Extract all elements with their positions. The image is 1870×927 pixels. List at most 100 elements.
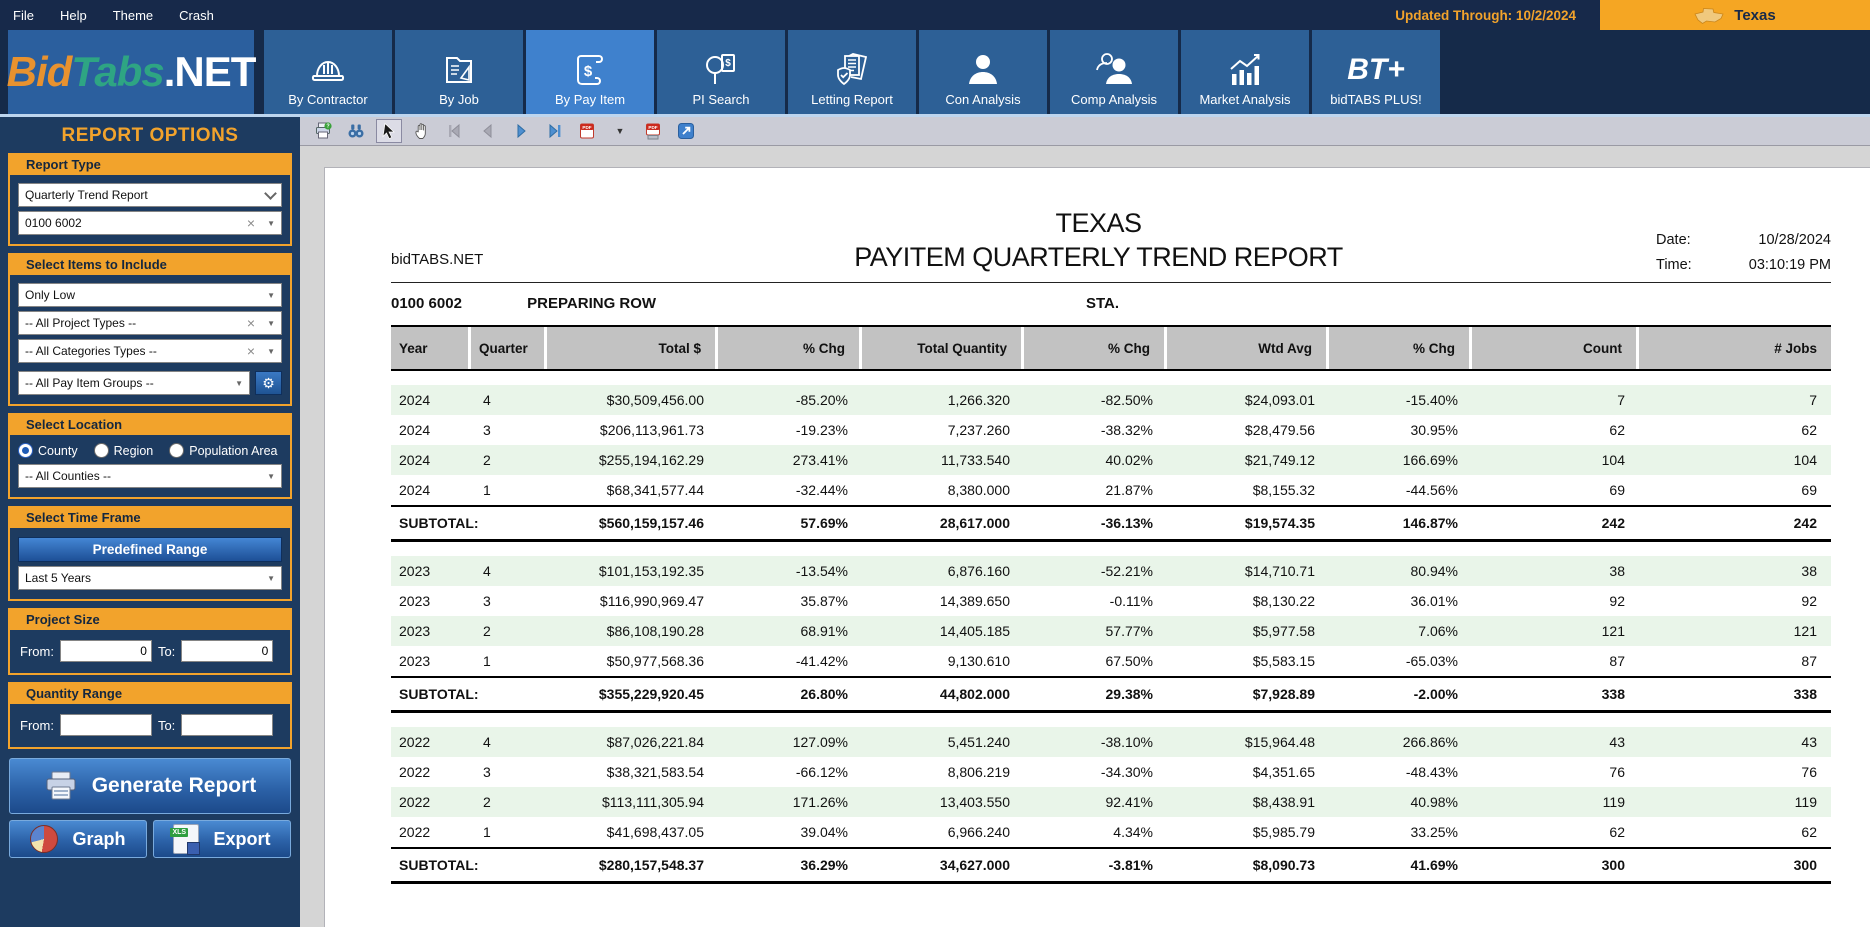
cell: 7: [1809, 392, 1817, 408]
cell: $24,093.01: [1244, 392, 1315, 408]
cell: $87,026,221.84: [606, 734, 704, 750]
cell: 39.04%: [800, 824, 848, 840]
export-pdf-icon[interactable]: PDF: [574, 119, 600, 143]
cell: 33.25%: [1410, 824, 1458, 840]
pay-item-groups-select[interactable]: -- All Pay Item Groups -- ▼: [18, 371, 250, 395]
quantity-from-input[interactable]: [59, 714, 152, 736]
predefined-range-button[interactable]: Predefined Range: [18, 537, 282, 562]
radio-region[interactable]: Region: [93, 443, 153, 458]
cell: 4: [483, 563, 491, 579]
section-location-header: Select Location: [10, 415, 290, 435]
cell: -13.54%: [795, 563, 848, 579]
tab-comp-analysis[interactable]: Comp Analysis: [1050, 30, 1178, 114]
radio-population-area[interactable]: Population Area: [169, 443, 278, 458]
counties-select[interactable]: -- All Counties -- ▼: [18, 464, 282, 488]
quantity-to-input[interactable]: [181, 714, 274, 736]
tab-letting-report[interactable]: Letting Report: [788, 30, 916, 114]
cell: -19.23%: [795, 422, 848, 438]
subtotal-row: SUBTOTAL: $560,159,157.46 57.69% 28,617.000…: [391, 505, 1831, 542]
group-gap: [391, 371, 1831, 385]
email-pdf-icon[interactable]: PDF: [640, 119, 666, 143]
tab-by-contractor[interactable]: By Contractor: [264, 30, 392, 114]
print-preview-icon[interactable]: ?: [310, 119, 336, 143]
cell: -15.40%: [1405, 392, 1458, 408]
dropdown-arrow-icon: ▼: [267, 290, 275, 300]
tab-market-analysis[interactable]: Market Analysis: [1181, 30, 1309, 114]
next-page-icon[interactable]: [508, 119, 534, 143]
cell: $101,153,192.35: [598, 563, 704, 579]
subtotal-cell: $280,157,548.37: [598, 857, 704, 873]
tab-con-analysis[interactable]: Con Analysis: [919, 30, 1047, 114]
menu-theme[interactable]: Theme: [112, 7, 154, 23]
cell: $8,130.22: [1252, 593, 1315, 609]
report-type-select[interactable]: Quarterly Trend Report: [18, 183, 282, 207]
clear-icon[interactable]: ×: [246, 315, 256, 331]
last-page-icon[interactable]: [541, 119, 567, 143]
section-time-frame: Select Time Frame Predefined Range Last …: [8, 506, 292, 601]
dropdown-arrow-icon: ▼: [267, 218, 275, 228]
report-check-icon: [832, 48, 872, 92]
bid-filter-select[interactable]: Only Low ▼: [18, 283, 282, 307]
main-tabs: By Contractor By Job $ By Pay Item $ PI …: [264, 30, 1440, 114]
subtotal-row: SUBTOTAL: $355,229,920.45 26.80% 44,802.000…: [391, 676, 1831, 713]
first-page-icon[interactable]: [442, 119, 468, 143]
cell: 9,130.610: [947, 653, 1010, 669]
payitem-name: PREPARING ROW: [527, 295, 657, 312]
tab-label: bidTABS PLUS!: [1330, 92, 1422, 107]
viewer-canvas: bidTABS.NET TEXAS PAYITEM QUARTERLY TREN…: [300, 146, 1870, 927]
menu-bar: File Help Theme Crash Updated Through: 10/2…: [0, 0, 1870, 30]
menu-file[interactable]: File: [13, 7, 34, 23]
gear-icon: ⚙: [262, 374, 275, 391]
cell: 119: [1794, 794, 1817, 810]
menu-crash[interactable]: Crash: [179, 7, 214, 23]
project-size-from-input[interactable]: [59, 640, 152, 662]
group-gap: [391, 713, 1831, 727]
payitem-select[interactable]: 0100 6002 × ▼: [18, 211, 282, 235]
project-size-to-input[interactable]: [181, 640, 274, 662]
cell: 76: [1801, 764, 1817, 780]
table-row: 2024 2 $255,194,162.29 273.41% 11,733.540 40.…: [391, 445, 1831, 475]
pay-item-groups-settings-button[interactable]: ⚙: [255, 371, 282, 395]
cell: $21,749.12: [1244, 452, 1315, 468]
select-cursor-icon[interactable]: [376, 119, 402, 143]
tab-pi-search[interactable]: $ PI Search: [657, 30, 785, 114]
to-label: To:: [157, 643, 176, 659]
categories-select[interactable]: -- All Categories Types -- × ▼: [18, 339, 282, 363]
open-external-icon[interactable]: [673, 119, 699, 143]
project-types-select[interactable]: -- All Project Types -- × ▼: [18, 311, 282, 335]
tab-by-job[interactable]: By Job: [395, 30, 523, 114]
app-header: Bid Tabs .NET By Contractor By Job $ By Pa…: [0, 30, 1870, 117]
find-binoculars-icon[interactable]: [343, 119, 369, 143]
cell: 76: [1609, 764, 1625, 780]
state-button[interactable]: Texas: [1600, 0, 1870, 30]
date-label: Date:: [1656, 232, 1691, 248]
subtotal-cell: 29.38%: [1105, 686, 1153, 702]
cell: 14,405.185: [939, 623, 1010, 639]
cell: 6,876.160: [947, 563, 1010, 579]
graph-button[interactable]: Graph: [9, 820, 147, 858]
tab-label: By Pay Item: [554, 92, 626, 107]
radio-county[interactable]: County: [18, 443, 78, 458]
cell: 21.87%: [1105, 482, 1153, 498]
time-range-select[interactable]: Last 5 Years ▼: [18, 566, 282, 590]
cell: $30,509,456.00: [606, 392, 704, 408]
tab-bidtabs-plus[interactable]: BT+ bidTABS PLUS!: [1312, 30, 1440, 114]
export-button[interactable]: XLS Export: [153, 820, 291, 858]
section-report-type-header: Report Type: [10, 155, 290, 175]
clear-icon[interactable]: ×: [246, 215, 256, 231]
cell: $38,321,583.54: [606, 764, 704, 780]
cell: 2: [483, 794, 491, 810]
section-time-frame-header: Select Time Frame: [10, 508, 290, 528]
cell: 92.41%: [1105, 794, 1153, 810]
cell: 4: [483, 392, 491, 408]
app-logo: Bid Tabs .NET: [7, 30, 256, 114]
table-row: 2022 3 $38,321,583.54 -66.12% 8,806.219 -34.3…: [391, 757, 1831, 787]
tab-by-pay-item[interactable]: $ By Pay Item: [526, 30, 654, 114]
menu-help[interactable]: Help: [59, 7, 87, 23]
clear-icon[interactable]: ×: [246, 343, 256, 359]
prev-page-icon[interactable]: [475, 119, 501, 143]
pan-hand-icon[interactable]: [409, 119, 435, 143]
export-options-caret-icon[interactable]: ▼: [615, 126, 625, 136]
generate-report-button[interactable]: Generate Report: [9, 758, 291, 814]
tab-label: Comp Analysis: [1071, 92, 1157, 107]
